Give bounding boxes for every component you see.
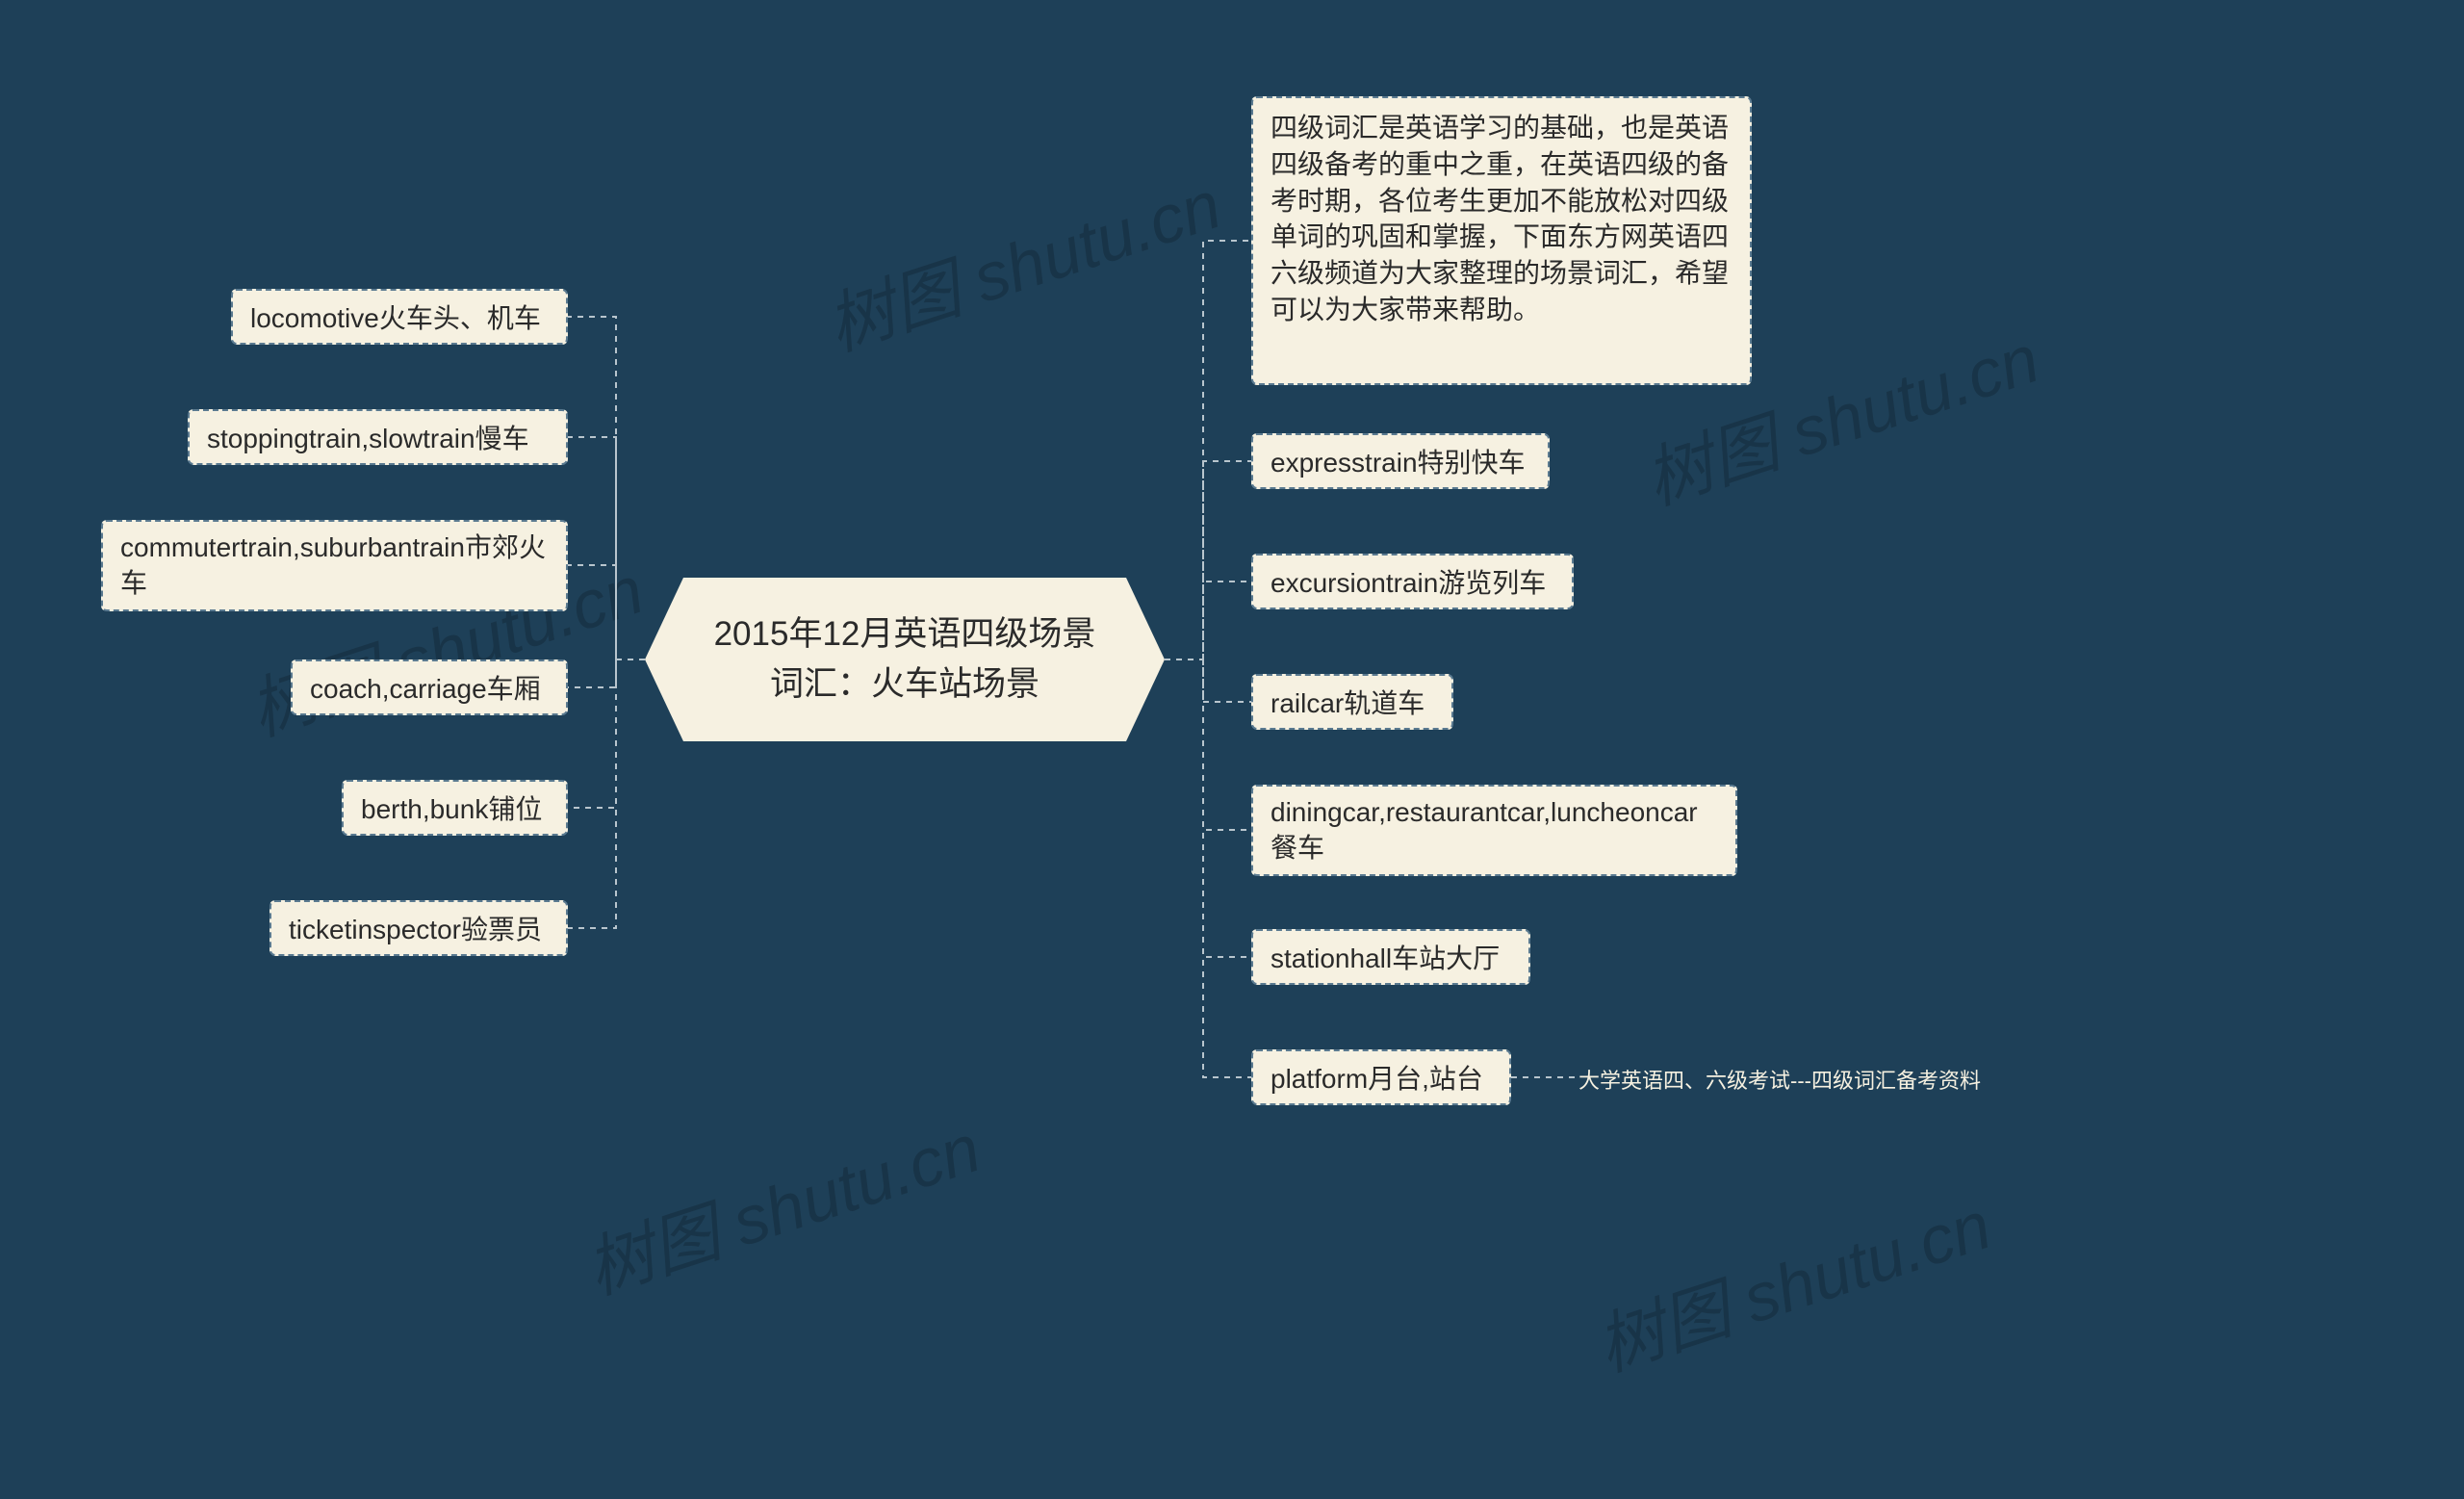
left-node-inspector: ticketinspector验票员: [270, 900, 568, 956]
right-node-platform: platform月台,站台: [1251, 1049, 1511, 1105]
left-node-coach: coach,carriage车厢: [291, 659, 568, 715]
node-text: excursiontrain游览列车: [1270, 562, 1546, 601]
center-node-text: 2015年12月英语四级场景词汇：火车站场景: [703, 609, 1107, 711]
watermark: 树图 shutu.cn: [1583, 1172, 2002, 1390]
node-text: coach,carriage车厢: [310, 668, 541, 707]
left-node-locomotive: locomotive火车头、机车: [231, 289, 568, 345]
watermark: 树图 shutu.cn: [813, 151, 1232, 370]
node-text: diningcar,restaurantcar,luncheoncar餐车: [1270, 795, 1718, 866]
right-node-stationhall: stationhall车站大厅: [1251, 929, 1530, 985]
node-text: expresstrain特别快车: [1270, 442, 1526, 480]
sub-node-reference: 大学英语四、六级考试---四级词汇备考资料: [1578, 1064, 1981, 1095]
node-text: stationhall车站大厅: [1270, 938, 1500, 976]
left-node-slowtrain: stoppingtrain,slowtrain慢车: [188, 409, 568, 465]
left-node-commuter: commutertrain,suburbantrain市郊火车: [101, 520, 568, 611]
right-node-intro: 四级词汇是英语学习的基础，也是英语四级备考的重中之重，在英语四级的备考时期，各位…: [1251, 96, 1752, 385]
right-node-diningcar: diningcar,restaurantcar,luncheoncar餐车: [1251, 785, 1737, 876]
right-node-railcar: railcar轨道车: [1251, 674, 1453, 730]
node-text: commutertrain,suburbantrain市郊火车: [120, 530, 549, 601]
node-text: railcar轨道车: [1270, 683, 1424, 721]
right-node-express: expresstrain特别快车: [1251, 433, 1550, 489]
node-text: 四级词汇是英语学习的基础，也是英语四级备考的重中之重，在英语四级的备考时期，各位…: [1270, 110, 1732, 328]
watermark: 树图 shutu.cn: [573, 1095, 991, 1313]
node-text: platform月台,站台: [1270, 1058, 1483, 1097]
center-node: 2015年12月英语四级场景词汇：火车站场景: [674, 587, 1136, 732]
node-text: stoppingtrain,slowtrain慢车: [207, 418, 529, 456]
node-text: berth,bunk铺位: [361, 788, 542, 827]
connector-lines: [0, 0, 2464, 1499]
left-node-berth: berth,bunk铺位: [342, 780, 568, 836]
node-text: ticketinspector验票员: [289, 909, 542, 947]
node-text: locomotive火车头、机车: [250, 297, 541, 336]
right-node-excursion: excursiontrain游览列车: [1251, 554, 1574, 609]
